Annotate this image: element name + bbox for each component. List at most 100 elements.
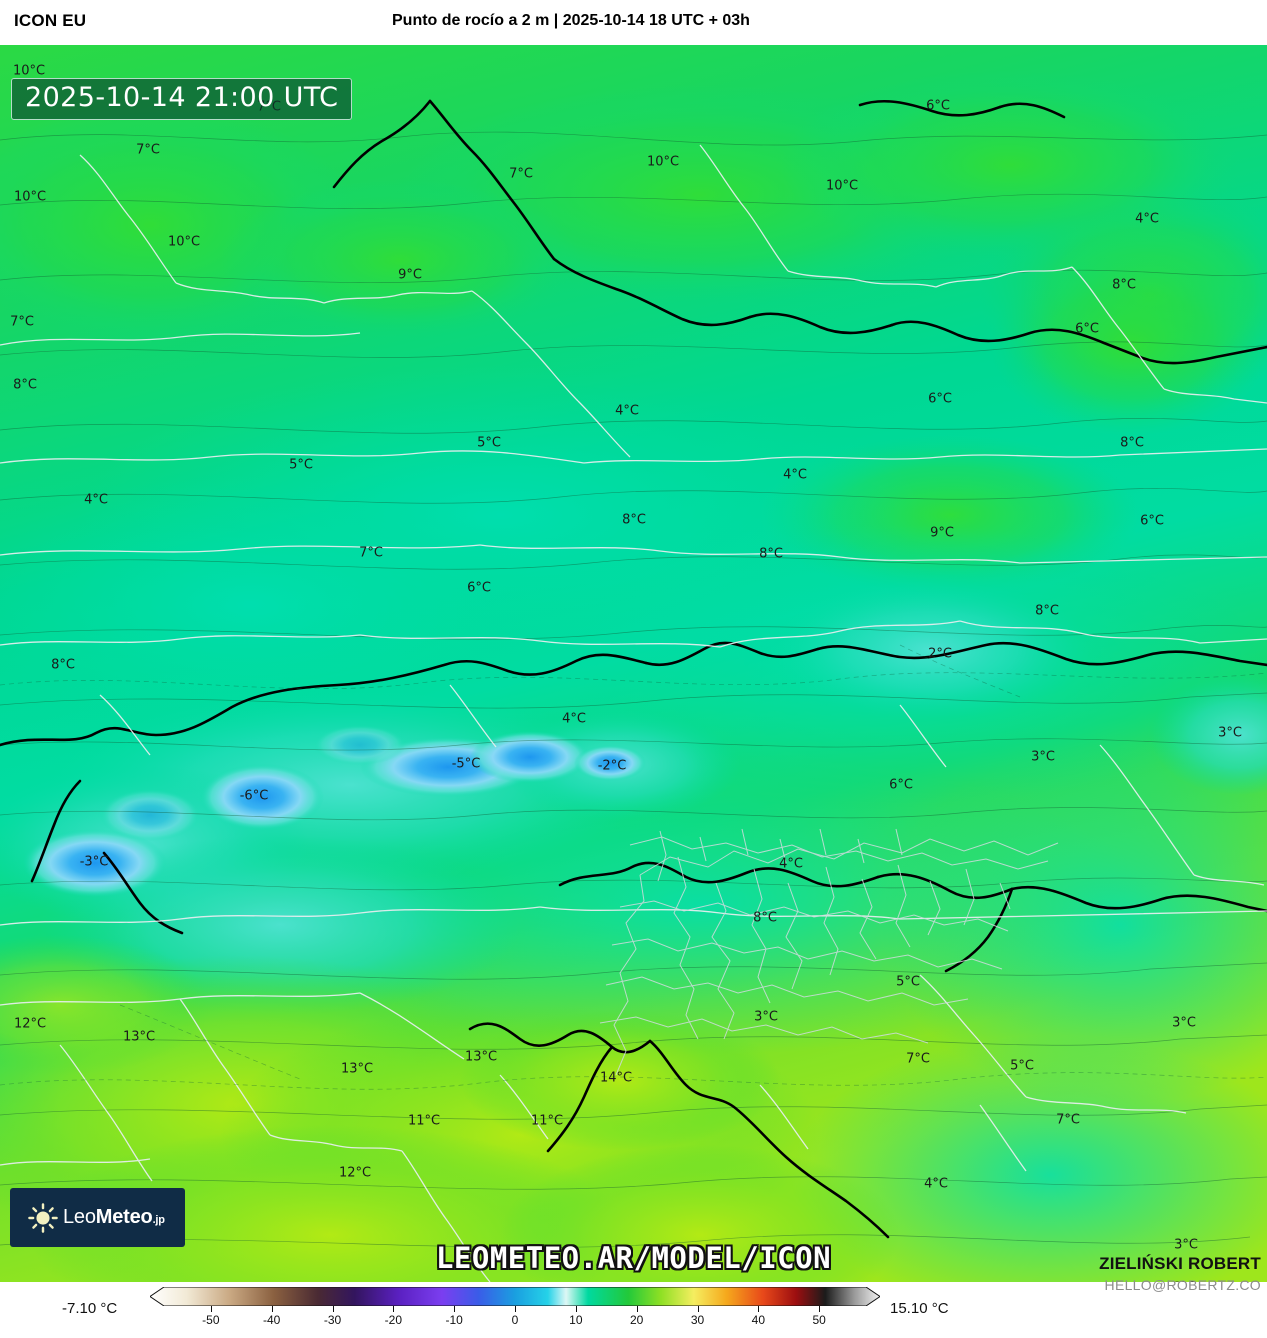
contour-label: 8°C [622, 512, 646, 528]
colorbar-tick [210, 1306, 212, 1312]
contour-label: 4°C [779, 856, 803, 872]
colorbar-tick [271, 1306, 273, 1312]
contour-label: 4°C [84, 492, 108, 508]
colorbar-tick-label: -30 [323, 1313, 342, 1327]
colorbar-tick-label: 10 [569, 1313, 583, 1327]
credit-block: ZIELIŃSKI ROBERT HELLO@ROBERTZ.CO [1099, 1254, 1261, 1293]
contour-label: 4°C [562, 711, 586, 727]
header-bar: ICON EU Punto de rocío a 2 m | 2025-10-1… [0, 0, 1267, 45]
colorbar-tick-label: -50 [202, 1313, 220, 1327]
contour-label: 6°C [889, 777, 913, 793]
contour-label: 4°C [1135, 211, 1159, 227]
contour-label: 5°C [289, 457, 313, 473]
contour-label: -3°C [79, 854, 109, 870]
contour-label: 4°C [615, 403, 639, 419]
colorbar-tick-label: 30 [690, 1313, 705, 1327]
logo-name-bold: Meteo [95, 1206, 153, 1228]
colorbar-tick-label: 20 [629, 1313, 644, 1327]
contour-label: 11°C [407, 1113, 441, 1129]
contour-label: 4°C [783, 467, 807, 483]
contour-label: 6°C [1140, 513, 1164, 529]
contour-label: 9°C [930, 525, 954, 541]
contour-label: 12°C [338, 1165, 372, 1181]
contour-label: 12°C [13, 1016, 47, 1032]
colorbar-group: -7.10 °C 15.10 °C -50 -40 -30 -20 -10 0 10 20 30… [0, 1282, 1010, 1338]
contour-label: 3°C [754, 1009, 778, 1025]
contour-label: 11°C [530, 1113, 564, 1129]
contour-label: 6°C [467, 580, 491, 596]
model-name: ICON EU [14, 11, 87, 30]
colorbar-tick-label: -20 [384, 1313, 402, 1327]
contour-label: 10°C [13, 189, 47, 205]
colorbar-tick [758, 1306, 760, 1312]
colorbar-tick-label: 50 [812, 1313, 826, 1327]
contour-label: 3°C [1218, 725, 1242, 741]
contour-label: 8°C [1112, 277, 1136, 293]
colorbar-tick [636, 1306, 638, 1312]
colorbar-tick [332, 1306, 334, 1312]
colorbar-tick-label: -40 [262, 1313, 281, 1327]
colorbar-tick-label: 40 [751, 1313, 766, 1327]
contour-label: 5°C [896, 974, 920, 990]
contour-label: 8°C [13, 377, 37, 393]
contour-label: 6°C [1075, 321, 1099, 337]
contour-label: 8°C [1120, 435, 1144, 451]
contour-label: 6°C [928, 391, 952, 407]
contour-label: 5°C [477, 435, 501, 451]
colorbar-tick [819, 1306, 821, 1312]
logo-tld: .jp [152, 1214, 165, 1226]
contour-label: 13°C [340, 1061, 374, 1077]
contour-label: -2°C [597, 758, 627, 774]
colorbar-tick [697, 1306, 699, 1312]
timestamp-overlay: 2025-10-14 21:00 UTC [11, 78, 353, 120]
colorbar-ticks: -50 -40 -30 -20 -10 0 10 20 30 40 50 [150, 1306, 880, 1332]
contour-label: 7°C [359, 545, 383, 561]
contour-label: 10°C [167, 234, 201, 250]
colorbar-tick [454, 1306, 456, 1312]
contour-label: 4°C [924, 1176, 948, 1192]
colorbar-min-label: -7.10 °C [62, 1300, 118, 1317]
colorbar-tick-label: 0 [511, 1313, 519, 1327]
contour-label: 10°C [12, 63, 46, 79]
contour-label: 7°C [509, 166, 533, 182]
weather-map[interactable]: 10°C 7°C 7°C 7°C 10°C 10°C 6°C 4°C 10°C 10°C 9°C 8°… [0, 45, 1267, 1282]
contour-label-layer: 10°C 7°C 7°C 7°C 10°C 10°C 6°C 4°C 10°C 10°C 9°C 8°… [0, 45, 1267, 1283]
contour-label: 10°C [825, 178, 859, 194]
contour-label: 8°C [51, 657, 75, 673]
contour-label: 7°C [1056, 1112, 1080, 1128]
site-watermark: LEOMETEO.AR/MODEL/ICON [435, 1241, 832, 1275]
sun-icon [28, 1202, 58, 1233]
leometeo-logo[interactable]: LeoMeteo.jp [10, 1188, 185, 1247]
colorbar-tick [575, 1306, 577, 1312]
author-name: ZIELIŃSKI ROBERT [1099, 1254, 1261, 1273]
contour-label: -5°C [451, 756, 481, 772]
contour-label: 3°C [1172, 1015, 1196, 1031]
page-title: Punto de rocío a 2 m | 2025-10-14 18 UTC… [392, 12, 750, 29]
map-field-layer [0, 45, 1267, 1282]
contour-label: 3°C [1031, 749, 1055, 765]
leometeo-wordmark: LeoMeteo.jp [63, 1206, 165, 1229]
contour-label: 8°C [759, 546, 783, 562]
logo-name-light: Leo [63, 1206, 96, 1228]
contour-label: 7°C [136, 142, 160, 158]
contour-label: 13°C [464, 1049, 498, 1065]
contour-label: 7°C [906, 1051, 930, 1067]
colorbar-tick [515, 1306, 516, 1312]
colorbar-tick-label: -10 [445, 1313, 463, 1327]
colorbar [150, 1287, 880, 1306]
contour-label: 8°C [1035, 603, 1059, 619]
colorbar-tick [393, 1306, 395, 1312]
contour-label: 8°C [753, 910, 777, 926]
colorbar-max-label: 15.10 °C [890, 1300, 949, 1317]
contour-label: 9°C [398, 267, 422, 283]
footer-bar: -7.10 °C 15.10 °C -50 -40 -30 -20 -10 0 10 20 30… [0, 1254, 1267, 1338]
author-email: HELLO@ROBERTZ.CO [1104, 1277, 1261, 1293]
contour-label: 10°C [646, 154, 680, 170]
contour-label: 6°C [926, 98, 950, 114]
contour-label: 14°C [599, 1070, 633, 1086]
contour-label: 13°C [122, 1029, 156, 1045]
contour-label: 2°C [928, 646, 952, 662]
contour-label: 7°C [10, 314, 34, 330]
contour-label: 5°C [1010, 1058, 1034, 1074]
contour-label: -6°C [239, 788, 269, 804]
